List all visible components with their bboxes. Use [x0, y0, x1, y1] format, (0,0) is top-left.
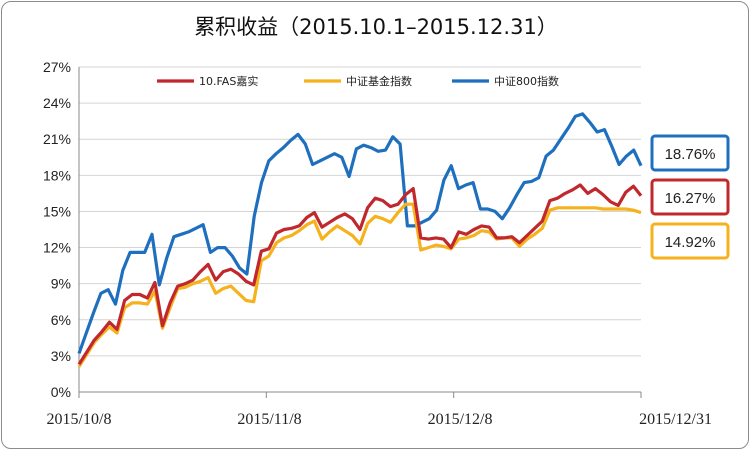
y-tick-label: 24%	[43, 95, 71, 111]
x-tick-label: 2015/11/8	[237, 411, 301, 428]
y-tick-label: 21%	[43, 131, 71, 147]
legend-label: 中证基金指数	[346, 74, 412, 88]
series-line	[77, 202, 642, 368]
series-line	[77, 183, 643, 366]
x-tick-label: 2015/12/31	[639, 411, 712, 428]
callout-label: 18.76%	[665, 146, 716, 163]
y-tick-label: 18%	[43, 167, 71, 183]
y-tick-label: 15%	[43, 203, 71, 219]
callout-box	[650, 222, 730, 260]
x-tick-label: 2015/12/8	[428, 411, 493, 428]
axes: 0% 3% 6% 9% 12% 15% 18% 21% 24% 27% 2015/10/8 2015/…	[43, 59, 712, 428]
y-tick-label: 3%	[51, 348, 71, 364]
callout-label: 16.27%	[665, 190, 716, 207]
x-tick-label: 2015/10/8	[47, 411, 112, 428]
legend-label: 10.FAS嘉实	[199, 74, 258, 88]
callout-box	[650, 178, 730, 216]
y-tick-label: 27%	[43, 59, 71, 75]
callouts: 18.76% 16.27% 14.92%	[650, 134, 730, 260]
y-tick-label: 6%	[51, 312, 71, 328]
y-tick-label: 0%	[51, 384, 71, 400]
y-tick-label: 12%	[43, 240, 71, 256]
legend-label: 中证800指数	[494, 74, 559, 88]
callout-box	[650, 134, 730, 172]
series-lines	[77, 112, 643, 368]
chart-title: 累积收益（2015.10.1–2015.12.31）	[194, 15, 558, 39]
series-line	[77, 112, 643, 355]
y-tick-label: 9%	[51, 276, 71, 292]
legend: 10.FAS嘉实 中证基金指数 中证800指数	[157, 74, 559, 88]
callout-label: 14.92%	[665, 234, 716, 251]
grid	[79, 66, 641, 357]
